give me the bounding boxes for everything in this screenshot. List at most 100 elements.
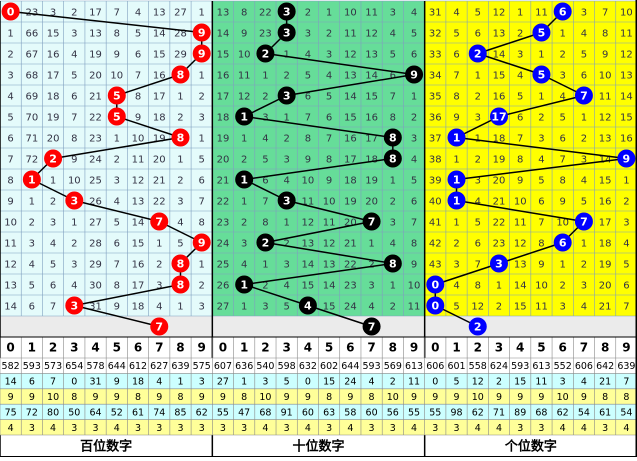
cell-value: 1 — [283, 218, 289, 229]
cell-value: 5 — [517, 92, 523, 103]
cell-value: 3 — [305, 29, 311, 40]
cell-value: 15 — [302, 281, 315, 292]
cell-value: 7 — [623, 302, 629, 313]
cell-value: 19 — [493, 155, 506, 166]
stat-value: 632 — [299, 361, 317, 372]
cell-value: 1 — [199, 260, 205, 271]
stat-value: 606 — [575, 361, 593, 372]
cell-value: 18 — [217, 113, 230, 124]
cell-value: 10 — [323, 197, 336, 208]
cell-value: 8 — [517, 155, 523, 166]
cell-value: 13 — [620, 71, 633, 82]
trend-line — [74, 283, 181, 307]
hit-digit: 8 — [177, 132, 185, 145]
cell-value: 17 — [89, 8, 102, 19]
cell-value: 16 — [620, 134, 633, 145]
stat-value: 3 — [284, 423, 290, 434]
cell-value: 11 — [535, 302, 548, 313]
cell-value: 4 — [581, 29, 587, 40]
hit-circle — [192, 233, 211, 252]
digit-header: 9 — [622, 341, 630, 355]
cell-value: 26 — [217, 281, 230, 292]
cell-value: 1 — [453, 218, 459, 229]
trend-line — [498, 94, 585, 118]
cell-value: 9 — [602, 50, 608, 61]
stat-value: 4 — [114, 423, 120, 434]
stat-value: 55 — [217, 407, 229, 418]
stat-value: 0 — [71, 377, 77, 388]
hit-digit: 1 — [453, 195, 461, 208]
cell-value: 39 — [429, 176, 442, 187]
cell-value: 1 — [538, 50, 544, 61]
cell-value: 9 — [305, 155, 311, 166]
stat-value: 3 — [199, 377, 205, 388]
trend-line — [456, 136, 627, 160]
stat-value: 3 — [177, 423, 183, 434]
cell-value: 2 — [156, 260, 162, 271]
cell-value: 5 — [559, 113, 565, 124]
hit-circle — [447, 191, 466, 210]
hit-digit: 5 — [538, 27, 546, 40]
cell-value: 7 — [453, 71, 459, 82]
cell-value: 18 — [493, 134, 506, 145]
cell-value: 5 — [538, 176, 544, 187]
cell-value: 30 — [89, 281, 102, 292]
cell-value: 23 — [89, 134, 102, 145]
cell-value: 1 — [7, 29, 13, 40]
cell-value: 6 — [29, 302, 35, 313]
hit-circle — [574, 86, 593, 105]
cell-value: 11 — [4, 239, 17, 250]
stat-value: 8 — [602, 392, 608, 403]
hit-circle — [171, 254, 190, 273]
cell-value: 9 — [7, 197, 13, 208]
hit-digit: 9 — [198, 237, 206, 250]
hit-circle — [426, 296, 445, 315]
hit-circle — [171, 275, 190, 294]
cell-value: 11 — [514, 218, 527, 229]
cell-value: 15 — [493, 71, 506, 82]
cell-value: 12 — [302, 218, 315, 229]
digit-header: 6 — [346, 341, 354, 355]
cell-value: 4 — [390, 29, 396, 40]
hit-digit: 3 — [70, 300, 78, 313]
cell-value: 20 — [89, 71, 102, 82]
cell-value: 5 — [453, 302, 459, 313]
cell-value: 1 — [368, 239, 374, 250]
cell-value: 16 — [47, 50, 60, 61]
cell-value: 8 — [453, 92, 459, 103]
cell-value: 11 — [344, 29, 357, 40]
stat-value: 4 — [475, 423, 481, 434]
cell-value: 8 — [602, 29, 608, 40]
cell-value: 35 — [429, 92, 442, 103]
cell-value: 4 — [559, 92, 565, 103]
cell-value: 4 — [538, 155, 544, 166]
trend-line — [244, 262, 393, 286]
cell-value: 2 — [411, 113, 417, 124]
cell-value: 33 — [429, 50, 442, 61]
hit-circle — [256, 233, 275, 252]
stat-value: 639 — [171, 361, 189, 372]
cell-value: 8 — [71, 134, 77, 145]
cell-value: 7 — [411, 218, 417, 229]
stat-value: 60 — [302, 407, 314, 418]
hit-digit: 8 — [389, 132, 397, 145]
stat-value: 602 — [320, 361, 338, 372]
hit-digit: 5 — [538, 69, 546, 82]
stat-value: 613 — [532, 361, 550, 372]
trend-line — [265, 241, 393, 265]
stat-value: 0 — [305, 377, 311, 388]
stat-value: 3 — [199, 423, 205, 434]
cell-value: 28 — [174, 29, 187, 40]
cell-value: 5 — [71, 71, 77, 82]
cell-value: 1 — [199, 8, 205, 19]
cell-value: 16 — [217, 71, 230, 82]
hit-circle — [235, 170, 254, 189]
pred-row — [0, 316, 213, 337]
stat-value: 8 — [369, 392, 375, 403]
stat-value: 558 — [469, 361, 487, 372]
cell-value: 7 — [305, 113, 311, 124]
cell-value: 5 — [411, 176, 417, 187]
digit-header: 3 — [70, 341, 78, 355]
stat-value: 31 — [90, 377, 102, 388]
cell-value: 6 — [581, 71, 587, 82]
